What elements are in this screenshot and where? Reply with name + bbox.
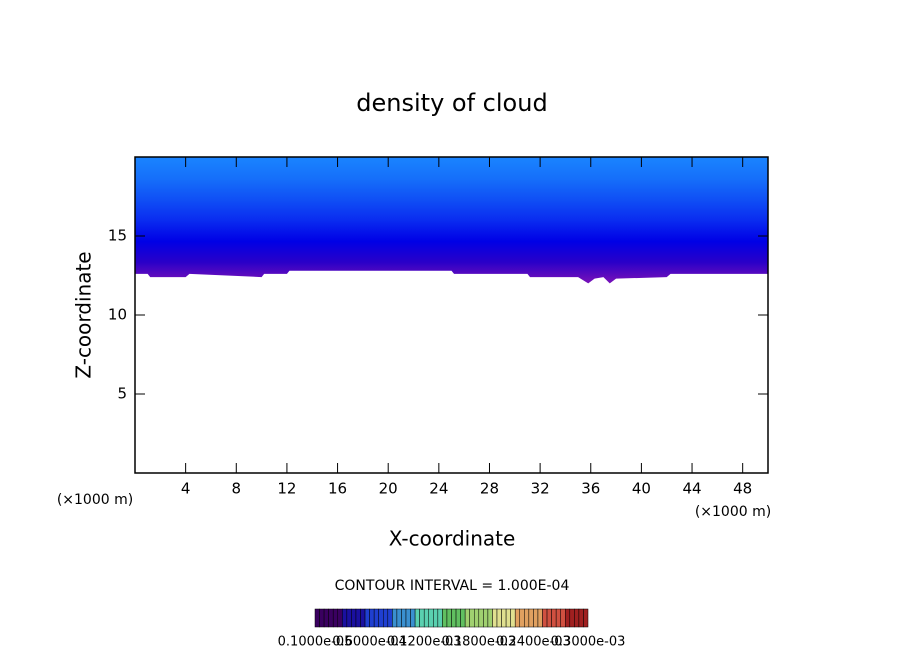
colorbar-swatch bbox=[574, 608, 580, 628]
x-tick-label: 4 bbox=[181, 480, 191, 498]
colorbar-swatch bbox=[496, 608, 502, 628]
colorbar-swatch bbox=[524, 608, 530, 628]
colorbar-label: 0.3000e-03 bbox=[551, 635, 626, 650]
colorbar-swatch bbox=[342, 608, 348, 628]
colorbar-swatch bbox=[474, 608, 480, 628]
y-tick-label: 15 bbox=[108, 227, 127, 245]
colorbar-swatch bbox=[405, 608, 411, 628]
y-axis-label: Z-coordinate bbox=[72, 251, 96, 378]
colorbar-swatch bbox=[555, 608, 561, 628]
colorbar-swatch bbox=[560, 608, 566, 628]
colorbar-swatch bbox=[396, 608, 402, 628]
colorbar-swatch bbox=[501, 608, 507, 628]
x-tick-label: 32 bbox=[531, 480, 550, 498]
x-tick-label: 24 bbox=[429, 480, 448, 498]
colorbar-swatch bbox=[478, 608, 484, 628]
colorbar-swatch bbox=[437, 608, 443, 628]
cloud-area bbox=[135, 157, 768, 284]
chart-title: density of cloud bbox=[356, 89, 547, 117]
colorbar-swatch bbox=[510, 608, 516, 628]
x-tick-label: 16 bbox=[328, 480, 347, 498]
colorbar-swatch bbox=[392, 608, 398, 628]
colorbar-swatch bbox=[346, 608, 352, 628]
colorbar-swatch bbox=[464, 608, 470, 628]
x-axis-label: X-coordinate bbox=[389, 527, 516, 551]
colorbar-swatch bbox=[314, 608, 320, 628]
x-tick-label: 20 bbox=[379, 480, 398, 498]
colorbar-swatch bbox=[355, 608, 361, 628]
x-tick-label: 40 bbox=[632, 480, 651, 498]
colorbar-swatch bbox=[323, 608, 329, 628]
colorbar-swatch bbox=[378, 608, 384, 628]
colorbar-swatch bbox=[373, 608, 379, 628]
colorbar-swatch bbox=[569, 608, 575, 628]
colorbar-swatch bbox=[319, 608, 325, 628]
colorbar-swatch bbox=[364, 608, 370, 628]
x-tick-label: 48 bbox=[733, 480, 752, 498]
colorbar-swatch bbox=[583, 608, 589, 628]
colorbar-swatch bbox=[533, 608, 539, 628]
colorbar-swatch bbox=[460, 608, 466, 628]
colorbar-swatch bbox=[351, 608, 357, 628]
colorbar-swatch bbox=[401, 608, 407, 628]
colorbar-swatch bbox=[505, 608, 511, 628]
colorbar-label: 0.1200e-03 bbox=[387, 635, 462, 650]
colorbar-label: 0.1000e-05 bbox=[278, 635, 353, 650]
colorbar-swatch bbox=[419, 608, 425, 628]
colorbar-swatch bbox=[428, 608, 434, 628]
colorbar-swatch bbox=[433, 608, 439, 628]
colorbar-swatch bbox=[487, 608, 493, 628]
colorbar-swatch bbox=[578, 608, 584, 628]
colorbar-swatch bbox=[442, 608, 448, 628]
colorbar-label: 0.6000e-04 bbox=[332, 635, 407, 650]
colorbar-swatch bbox=[514, 608, 521, 628]
colorbar-swatch bbox=[383, 608, 389, 628]
colorbar-swatch bbox=[446, 608, 452, 628]
colorbar-swatch bbox=[519, 608, 525, 628]
colorbar-swatch bbox=[483, 608, 489, 628]
colorbar-swatch bbox=[328, 608, 334, 628]
colorbar-swatch bbox=[551, 608, 557, 628]
x-unit-label: (×1000 m) bbox=[695, 504, 771, 520]
colorbar-swatch bbox=[423, 608, 430, 628]
x-tick-label: 36 bbox=[581, 480, 600, 498]
x-tick-label: 12 bbox=[277, 480, 296, 498]
x-unit-label: (×1000 m) bbox=[57, 492, 133, 508]
colorbar-swatch bbox=[451, 608, 457, 628]
colorbar-swatch bbox=[469, 608, 475, 628]
colorbar-label: 0.1800e-03 bbox=[441, 635, 516, 650]
y-tick-label: 10 bbox=[108, 306, 127, 324]
colorbar-swatch bbox=[414, 608, 420, 628]
colorbar-swatch bbox=[492, 608, 498, 628]
colorbar-swatch bbox=[360, 608, 366, 628]
x-tick-label: 44 bbox=[682, 480, 701, 498]
colorbar-swatch bbox=[410, 608, 416, 628]
colorbar-swatch bbox=[546, 608, 552, 628]
colorbar-swatch bbox=[542, 608, 548, 628]
colorbar-swatch bbox=[537, 608, 543, 628]
x-tick-label: 8 bbox=[232, 480, 242, 498]
colorbar-swatch bbox=[337, 608, 343, 628]
colorbar-swatch bbox=[565, 608, 571, 628]
colorbar-swatch bbox=[369, 608, 375, 628]
colorbar-swatch bbox=[387, 608, 393, 628]
x-tick-label: 28 bbox=[480, 480, 499, 498]
colorbar-swatch bbox=[332, 608, 339, 628]
contour-interval: CONTOUR INTERVAL = 1.000E-04 bbox=[335, 578, 570, 594]
colorbar-label: 0.2400e-03 bbox=[496, 635, 571, 650]
colorbar-swatch bbox=[528, 608, 534, 628]
y-tick-label: 5 bbox=[117, 385, 127, 403]
colorbar-swatch bbox=[455, 608, 461, 628]
